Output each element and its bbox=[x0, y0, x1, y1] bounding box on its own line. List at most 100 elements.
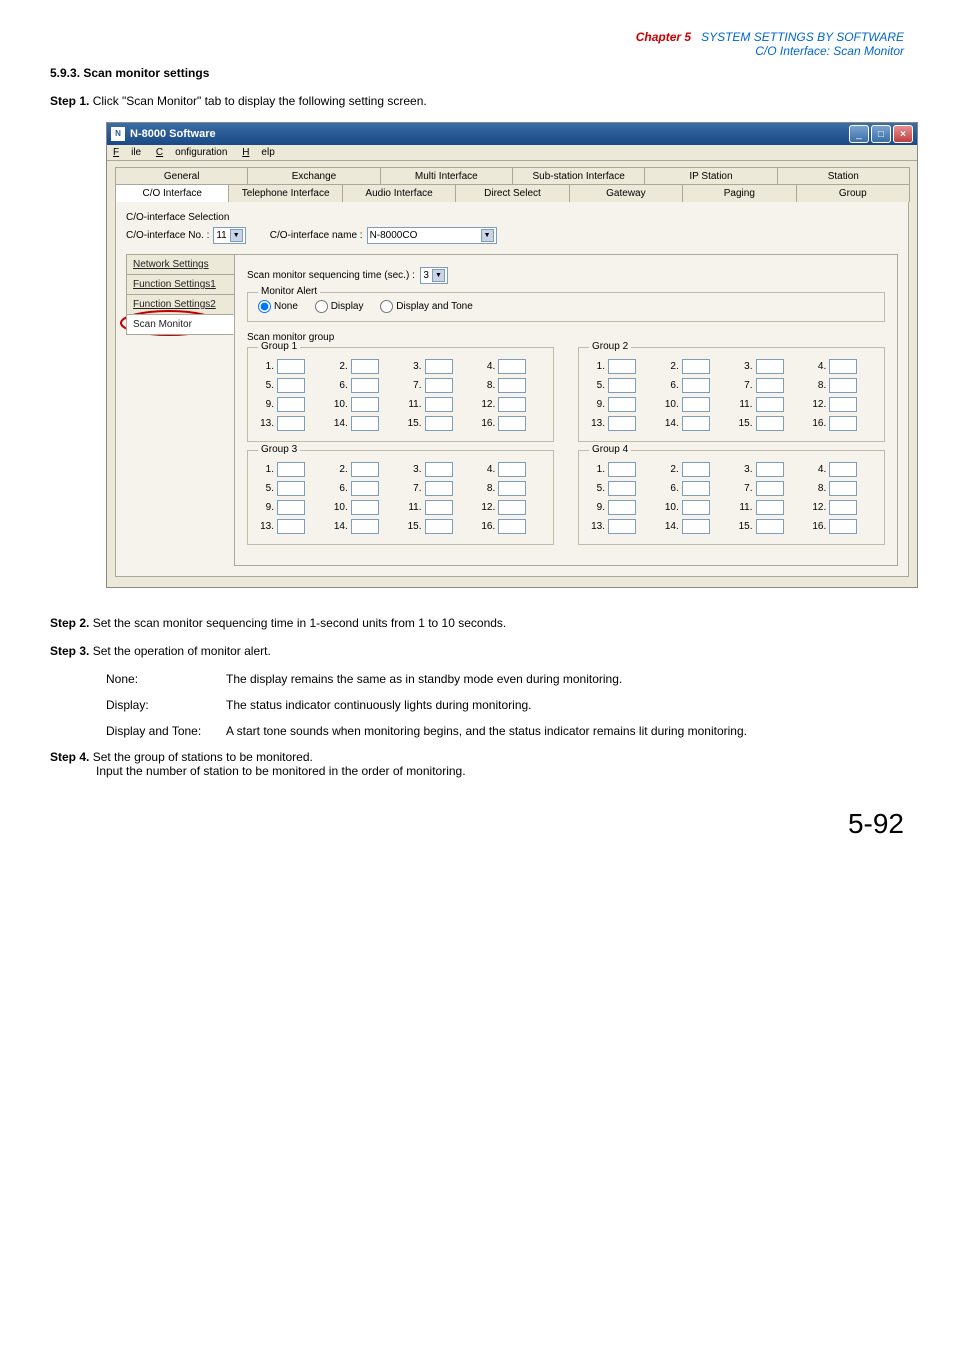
cell-input[interactable] bbox=[756, 500, 784, 515]
cell-input[interactable] bbox=[498, 462, 526, 477]
tab-ip-station[interactable]: IP Station bbox=[644, 167, 777, 185]
maximize-button[interactable]: □ bbox=[871, 125, 891, 143]
cell-input[interactable] bbox=[829, 481, 857, 496]
cell-input[interactable] bbox=[425, 462, 453, 477]
cell-input[interactable] bbox=[682, 519, 710, 534]
cell-input[interactable] bbox=[608, 519, 636, 534]
cell-input[interactable] bbox=[756, 519, 784, 534]
tab-substation-interface[interactable]: Sub-station Interface bbox=[512, 167, 645, 185]
cell-input[interactable] bbox=[682, 397, 710, 412]
tab-station[interactable]: Station bbox=[777, 167, 910, 185]
cell-input[interactable] bbox=[682, 462, 710, 477]
cell-input[interactable] bbox=[756, 397, 784, 412]
cell-input[interactable] bbox=[608, 500, 636, 515]
cell-input[interactable] bbox=[277, 397, 305, 412]
cell-input[interactable] bbox=[425, 481, 453, 496]
cell-input[interactable] bbox=[351, 500, 379, 515]
cell-input[interactable] bbox=[498, 481, 526, 496]
radio-display-input[interactable] bbox=[315, 300, 328, 313]
cell-input[interactable] bbox=[277, 519, 305, 534]
cell-input[interactable] bbox=[756, 359, 784, 374]
cell-input[interactable] bbox=[608, 359, 636, 374]
radio-none[interactable]: None bbox=[258, 301, 298, 312]
tab-paging[interactable]: Paging bbox=[682, 184, 796, 202]
tab-exchange[interactable]: Exchange bbox=[247, 167, 380, 185]
cell-input[interactable] bbox=[756, 416, 784, 431]
cell-input[interactable] bbox=[682, 359, 710, 374]
menu-file[interactable]: File bbox=[113, 147, 141, 158]
tab-group[interactable]: Group bbox=[796, 184, 910, 202]
tab-co-interface[interactable]: C/O Interface bbox=[115, 184, 229, 202]
radio-display-tone-input[interactable] bbox=[380, 300, 393, 313]
cell-input[interactable] bbox=[425, 500, 453, 515]
cell-input[interactable] bbox=[277, 378, 305, 393]
cell-number: 9. bbox=[258, 502, 274, 513]
cell-input[interactable] bbox=[425, 378, 453, 393]
cell-input[interactable] bbox=[277, 462, 305, 477]
tab-general[interactable]: General bbox=[115, 167, 248, 185]
radio-display-tone[interactable]: Display and Tone bbox=[380, 301, 473, 312]
cell-input[interactable] bbox=[829, 359, 857, 374]
cell-input[interactable] bbox=[351, 481, 379, 496]
cell-input[interactable] bbox=[277, 416, 305, 431]
cell-input[interactable] bbox=[682, 416, 710, 431]
cell-input[interactable] bbox=[498, 397, 526, 412]
minimize-button[interactable]: _ bbox=[849, 125, 869, 143]
radio-display[interactable]: Display bbox=[315, 301, 364, 312]
cell-input[interactable] bbox=[756, 378, 784, 393]
cell-input[interactable] bbox=[498, 519, 526, 534]
cell-input[interactable] bbox=[351, 359, 379, 374]
cell-input[interactable] bbox=[277, 500, 305, 515]
cell-input[interactable] bbox=[277, 481, 305, 496]
cell-input[interactable] bbox=[351, 378, 379, 393]
vtab-network-settings[interactable]: Network Settings bbox=[126, 254, 234, 275]
tab-direct-select[interactable]: Direct Select bbox=[455, 184, 569, 202]
radio-none-input[interactable] bbox=[258, 300, 271, 313]
cell-input[interactable] bbox=[498, 359, 526, 374]
cell-input[interactable] bbox=[756, 462, 784, 477]
tab-multi-interface[interactable]: Multi Interface bbox=[380, 167, 513, 185]
cell-input[interactable] bbox=[498, 416, 526, 431]
titlebar-text: N-8000 Software bbox=[130, 128, 849, 140]
co-no-select[interactable]: 11 ▼ bbox=[213, 227, 245, 244]
cell-input[interactable] bbox=[682, 500, 710, 515]
app-window: N N-8000 Software _ □ × File Configurati… bbox=[106, 122, 918, 588]
cell-input[interactable] bbox=[829, 500, 857, 515]
cell-input[interactable] bbox=[425, 416, 453, 431]
tab-telephone-interface[interactable]: Telephone Interface bbox=[228, 184, 342, 202]
cell-input[interactable] bbox=[682, 481, 710, 496]
cell-input[interactable] bbox=[351, 462, 379, 477]
cell-input[interactable] bbox=[608, 462, 636, 477]
tab-gateway[interactable]: Gateway bbox=[569, 184, 683, 202]
tab-audio-interface[interactable]: Audio Interface bbox=[342, 184, 456, 202]
cell-input[interactable] bbox=[498, 378, 526, 393]
cell-input[interactable] bbox=[608, 481, 636, 496]
cell-input[interactable] bbox=[351, 416, 379, 431]
vtab-function-settings1[interactable]: Function Settings1 bbox=[126, 274, 234, 295]
cell-input[interactable] bbox=[829, 416, 857, 431]
cell-input[interactable] bbox=[829, 397, 857, 412]
cell-input[interactable] bbox=[425, 397, 453, 412]
seq-select[interactable]: 3 ▼ bbox=[420, 267, 448, 284]
cell-input[interactable] bbox=[756, 481, 784, 496]
co-name-select[interactable]: N-8000CO ▼ bbox=[367, 227, 497, 244]
cell-input[interactable] bbox=[608, 378, 636, 393]
cell-input[interactable] bbox=[608, 416, 636, 431]
vtab-scan-monitor[interactable]: Scan Monitor bbox=[126, 314, 234, 335]
cell-input[interactable] bbox=[351, 519, 379, 534]
cell-input[interactable] bbox=[829, 462, 857, 477]
cell-input[interactable] bbox=[351, 397, 379, 412]
step-2: Step 2. Set the scan monitor sequencing … bbox=[50, 616, 904, 630]
cell-input[interactable] bbox=[829, 378, 857, 393]
cell-input[interactable] bbox=[829, 519, 857, 534]
cell-input[interactable] bbox=[277, 359, 305, 374]
close-button[interactable]: × bbox=[893, 125, 913, 143]
group-cell: 14. bbox=[663, 519, 727, 534]
cell-input[interactable] bbox=[425, 519, 453, 534]
cell-input[interactable] bbox=[425, 359, 453, 374]
menu-config[interactable]: Configuration bbox=[156, 147, 228, 158]
cell-input[interactable] bbox=[608, 397, 636, 412]
cell-input[interactable] bbox=[682, 378, 710, 393]
menu-help[interactable]: Help bbox=[242, 147, 275, 158]
cell-input[interactable] bbox=[498, 500, 526, 515]
